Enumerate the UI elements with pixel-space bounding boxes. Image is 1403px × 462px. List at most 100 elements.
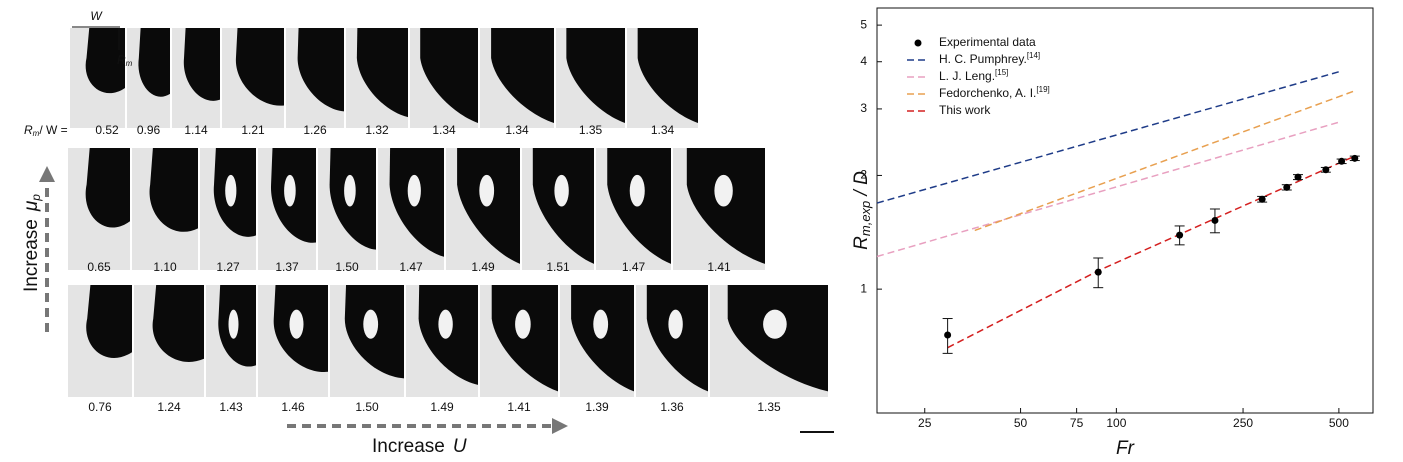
bubble-highlight (629, 174, 645, 207)
bubble-shadow (85, 148, 130, 228)
ratio-label: 1.49 (430, 400, 454, 414)
x-axis-label: Fr (1116, 438, 1135, 459)
ratio-label: 1.51 (546, 260, 570, 274)
y-arrow-sub: p (29, 194, 43, 202)
fit-line (876, 70, 1342, 204)
bubble-shadow (86, 285, 132, 358)
image-panels: 0.52 0.96 1.14 1.21 1.26 1.32 1.34 1.34 1.35 1.34… (21, 9, 834, 457)
bubble-shadow (566, 28, 625, 123)
legend-entry: This work (939, 103, 991, 117)
bubble-shadow (152, 285, 204, 362)
ratio-label: 1.41 (707, 260, 731, 274)
ratio-label: 1.35 (579, 123, 603, 137)
ratio-label: 1.35 (757, 400, 781, 414)
bubble-highlight (479, 174, 495, 207)
rm-sub: m (126, 59, 133, 68)
y-axis-label: Rm,exp / D (851, 171, 873, 250)
ratio-label: 1.39 (585, 400, 609, 414)
fit-line (974, 90, 1356, 232)
ratio-label: 0.96 (137, 123, 161, 137)
x-tick-label: 25 (918, 416, 932, 430)
legend-entry: H. C. Pumphrey.[14] (939, 51, 1040, 66)
bubble-highlight (289, 309, 304, 339)
y-label-rest: / D (851, 171, 872, 201)
ratio-label: 1.50 (355, 400, 379, 414)
y-tick-label: 2 (860, 168, 867, 182)
bubble-highlight (344, 174, 356, 207)
ratio-label: 1.36 (660, 400, 684, 414)
ratio-label: 0.76 (88, 400, 112, 414)
x-tick-label: 250 (1233, 416, 1253, 430)
ratio-label: 1.14 (184, 123, 208, 137)
ratio-label: 0.52 (95, 123, 119, 137)
x-tick-label: 500 (1329, 416, 1349, 430)
x-tick-label: 50 (1014, 416, 1028, 430)
bubble-shadow (356, 28, 408, 118)
ratio-label: 1.24 (157, 400, 181, 414)
legend-entry: L. J. Leng.[15] (939, 68, 1008, 83)
ratio-label: 1.26 (303, 123, 327, 137)
w-label: W (90, 9, 103, 23)
prefix-main: R (24, 123, 33, 137)
ratio-label: 1.34 (651, 123, 675, 137)
legend-entry: Fedorchenko, A. I.[19] (939, 85, 1050, 100)
bubble-shadow (637, 28, 698, 123)
bubble-shadow (183, 28, 220, 101)
y-tick-label: 4 (860, 54, 867, 68)
x-tick-label: 100 (1106, 416, 1126, 430)
legend-name: L. J. Leng. (939, 69, 995, 83)
prefix-sub: m (33, 129, 40, 138)
chart: 25 50 75 100 250 500 1 2 3 4 5 Fr Rm,exp / D Experime… (851, 7, 1374, 459)
y-arrow-label: Increase μp (21, 194, 43, 292)
legend-ref: [15] (995, 68, 1008, 77)
prefix-rest: / W = (39, 123, 67, 137)
legend-name: Experimental data (939, 35, 1036, 49)
x-arrow-sym: U (453, 436, 467, 457)
data-point (944, 331, 952, 339)
data-point (1258, 195, 1266, 203)
legend-ref: [14] (1027, 51, 1040, 60)
bubble-highlight (363, 309, 379, 339)
ratio-prefix: Rm/ W = (24, 123, 68, 138)
bubble-shadow (491, 28, 554, 123)
y-tick-label: 1 (860, 281, 867, 295)
fit-line (947, 155, 1356, 349)
legend-name: H. C. Pumphrey. (939, 52, 1027, 66)
data-point (1211, 216, 1219, 224)
ratio-label: 1.34 (505, 123, 529, 137)
data-point (1322, 166, 1330, 174)
data-point (1294, 173, 1302, 181)
y-arrow-text: Increase (21, 219, 42, 292)
bubble-highlight (593, 309, 609, 339)
ratio-label: 1.27 (216, 260, 240, 274)
bubble-highlight (225, 174, 237, 207)
x-arrow-text: Increase (372, 436, 445, 457)
bubble-shadow (420, 28, 478, 123)
y-label-main: R (851, 236, 872, 250)
bubble-highlight (714, 174, 733, 207)
ratio-label: 1.34 (432, 123, 456, 137)
ratio-label: 1.50 (335, 260, 359, 274)
ratio-label: 1.47 (399, 260, 423, 274)
x-tick-label: 75 (1070, 416, 1084, 430)
x-arrow-label: Increase U (372, 436, 467, 457)
bubble-shadow (138, 28, 170, 97)
ratio-label: 1.21 (241, 123, 265, 137)
rm-label: Rm (117, 53, 133, 68)
bubble-highlight (228, 309, 239, 339)
bubble-highlight (438, 309, 453, 339)
ratio-label: 1.41 (507, 400, 531, 414)
data-point (1176, 231, 1184, 239)
bubble-shadow (297, 28, 344, 112)
bubble-highlight (554, 174, 569, 207)
ratio-label: 1.49 (471, 260, 495, 274)
legend-entry: Experimental data (939, 35, 1036, 49)
data-point (1351, 154, 1359, 162)
legend-name: This work (939, 103, 991, 117)
bubble-shadow (85, 28, 125, 94)
bubble-highlight (763, 309, 787, 339)
data-point (1283, 183, 1291, 191)
ratio-label: 1.46 (281, 400, 305, 414)
ratio-label: 1.47 (622, 260, 646, 274)
